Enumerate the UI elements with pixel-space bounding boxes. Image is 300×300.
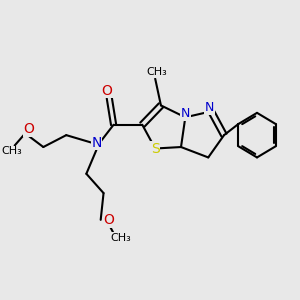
Text: O: O xyxy=(103,213,114,227)
Text: N: N xyxy=(181,107,190,120)
Text: CH₃: CH₃ xyxy=(110,233,131,243)
Text: CH₃: CH₃ xyxy=(2,146,22,157)
Text: N: N xyxy=(205,101,214,114)
Text: CH₃: CH₃ xyxy=(146,67,167,77)
Text: N: N xyxy=(91,136,102,150)
Text: O: O xyxy=(101,84,112,98)
Text: O: O xyxy=(23,122,34,136)
Text: S: S xyxy=(151,142,160,155)
